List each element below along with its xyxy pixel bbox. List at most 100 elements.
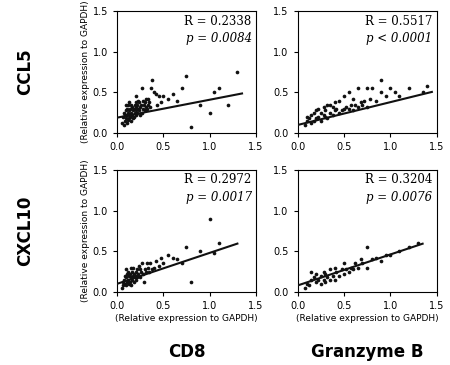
Point — [225, 102, 232, 108]
Point — [345, 269, 352, 274]
Point — [345, 106, 352, 112]
Point — [308, 112, 315, 118]
Point — [123, 266, 130, 272]
Point — [396, 248, 403, 254]
Point — [317, 281, 324, 287]
Point — [134, 274, 141, 280]
Point — [336, 273, 343, 278]
Point — [419, 89, 426, 95]
Point — [125, 110, 132, 116]
Point — [303, 281, 310, 287]
Point — [155, 93, 162, 99]
Text: R = 0.2338: R = 0.2338 — [184, 15, 252, 28]
Point — [147, 261, 154, 266]
Point — [317, 273, 324, 278]
Point — [317, 118, 324, 124]
Point — [123, 107, 130, 113]
Point — [131, 110, 138, 116]
Point — [122, 273, 129, 278]
Point — [141, 107, 149, 113]
Point — [414, 240, 422, 246]
Point — [312, 279, 319, 285]
Point — [354, 104, 361, 110]
Point — [135, 98, 142, 104]
Point — [121, 122, 128, 128]
Point — [118, 285, 125, 291]
Point — [120, 114, 127, 120]
Point — [322, 271, 329, 277]
Point — [150, 265, 158, 270]
Point — [197, 102, 204, 108]
Point — [188, 124, 195, 130]
Point — [305, 283, 312, 288]
Point — [126, 106, 134, 112]
Point — [158, 255, 165, 261]
Point — [326, 277, 333, 283]
Point — [155, 263, 162, 269]
Point — [133, 99, 140, 105]
Text: R = 0.5517: R = 0.5517 — [365, 15, 432, 28]
Point — [126, 273, 133, 278]
Point — [345, 89, 352, 95]
Point — [124, 271, 131, 277]
Point — [322, 279, 329, 285]
Point — [136, 112, 144, 118]
Point — [123, 102, 130, 108]
Point — [169, 91, 176, 97]
Point — [351, 102, 359, 108]
Point — [405, 244, 412, 250]
Point — [128, 112, 135, 118]
Point — [368, 257, 375, 262]
Point — [127, 110, 135, 116]
Point — [368, 85, 375, 91]
Y-axis label: (Relative expression to GAPDH): (Relative expression to GAPDH) — [81, 160, 90, 302]
Point — [312, 107, 319, 113]
Point — [146, 269, 153, 274]
Point — [134, 110, 141, 116]
Point — [140, 102, 148, 108]
Point — [357, 99, 364, 105]
Point — [152, 258, 159, 264]
Point — [123, 283, 130, 288]
Point — [132, 269, 139, 274]
Point — [152, 91, 159, 97]
Point — [320, 269, 327, 274]
X-axis label: (Relative expression to GAPDH): (Relative expression to GAPDH) — [115, 314, 258, 323]
Point — [132, 93, 139, 99]
Point — [188, 279, 195, 285]
Point — [333, 269, 340, 274]
Point — [123, 116, 130, 122]
Point — [338, 107, 346, 113]
Point — [308, 277, 315, 283]
Point — [331, 265, 338, 270]
Point — [360, 98, 368, 104]
Point — [169, 255, 176, 261]
Point — [126, 107, 133, 113]
Point — [123, 274, 130, 280]
Point — [359, 261, 366, 266]
Point — [126, 116, 133, 122]
Point — [130, 279, 137, 285]
Point — [124, 112, 131, 118]
Point — [315, 277, 322, 283]
Point — [423, 83, 431, 89]
Point — [310, 110, 318, 116]
Text: p = 0.0017: p = 0.0017 — [185, 191, 252, 204]
Point — [215, 240, 222, 246]
Point — [126, 281, 133, 287]
Point — [134, 266, 141, 272]
Point — [157, 99, 164, 105]
Point — [127, 283, 135, 288]
Point — [124, 106, 131, 112]
Point — [125, 269, 132, 274]
Point — [132, 112, 139, 118]
Point — [320, 112, 327, 118]
Point — [320, 104, 327, 110]
Point — [160, 261, 167, 266]
Point — [322, 114, 329, 120]
Point — [308, 269, 315, 274]
Point — [396, 93, 403, 99]
Point — [405, 85, 412, 91]
Point — [234, 69, 241, 75]
Point — [138, 269, 145, 274]
